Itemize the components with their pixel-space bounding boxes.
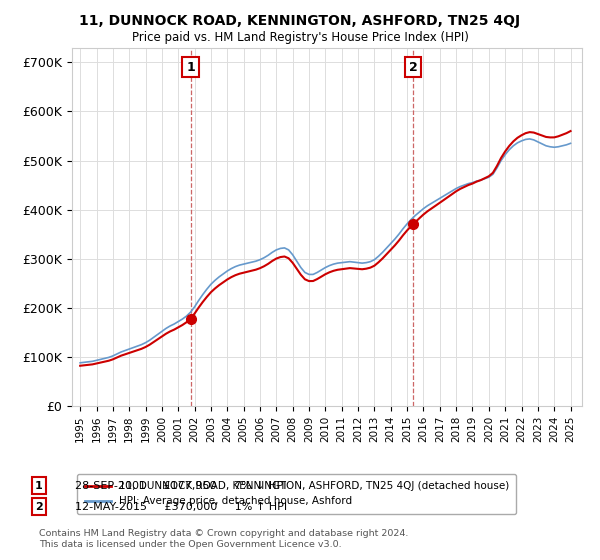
Text: 11, DUNNOCK ROAD, KENNINGTON, ASHFORD, TN25 4QJ: 11, DUNNOCK ROAD, KENNINGTON, ASHFORD, T… (79, 14, 521, 28)
Text: 1: 1 (35, 480, 43, 491)
Text: This data is licensed under the Open Government Licence v3.0.: This data is licensed under the Open Gov… (39, 540, 341, 549)
Text: 12-MAY-2015     £370,000     1% ↑ HPI: 12-MAY-2015 £370,000 1% ↑ HPI (75, 502, 287, 512)
Text: 2: 2 (35, 502, 43, 512)
Text: 2: 2 (409, 60, 418, 74)
Text: 28-SEP-2001     £177,950     7% ↓ HPI: 28-SEP-2001 £177,950 7% ↓ HPI (75, 480, 287, 491)
Text: 1: 1 (186, 60, 195, 74)
Legend: 11, DUNNOCK ROAD, KENNINGTON, ASHFORD, TN25 4QJ (detached house), HPI: Average p: 11, DUNNOCK ROAD, KENNINGTON, ASHFORD, T… (77, 474, 517, 514)
Text: Price paid vs. HM Land Registry's House Price Index (HPI): Price paid vs. HM Land Registry's House … (131, 31, 469, 44)
Text: Contains HM Land Registry data © Crown copyright and database right 2024.: Contains HM Land Registry data © Crown c… (39, 529, 409, 538)
